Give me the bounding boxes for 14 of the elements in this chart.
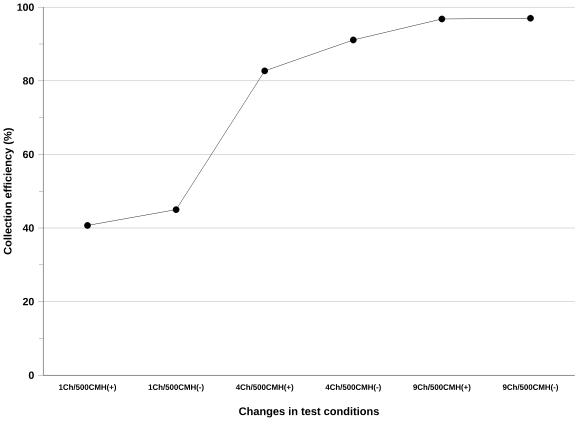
point bbox=[261, 68, 268, 74]
y-tick-label: 100 bbox=[17, 4, 34, 11]
y-tick-label: 0 bbox=[28, 372, 34, 379]
y-tick-label: 60 bbox=[22, 150, 34, 158]
x-axis-title: Changes in test conditions bbox=[239, 407, 379, 418]
point bbox=[172, 206, 180, 214]
point bbox=[438, 16, 446, 22]
point bbox=[350, 36, 357, 44]
y-tick-label: 20 bbox=[22, 298, 34, 306]
y-axis-title: Collection efficiency (%) bbox=[4, 128, 14, 254]
y-tick-label: 40 bbox=[22, 224, 34, 232]
y-tick-label: 80 bbox=[22, 77, 34, 85]
point bbox=[527, 14, 534, 22]
point bbox=[84, 222, 91, 229]
